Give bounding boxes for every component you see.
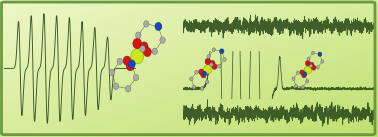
Circle shape [300,70,304,75]
Circle shape [212,64,217,69]
Circle shape [220,49,224,54]
Circle shape [292,77,295,80]
Circle shape [109,69,115,76]
Circle shape [155,22,162,31]
Circle shape [205,58,211,65]
Circle shape [311,65,316,70]
Circle shape [207,55,211,58]
Circle shape [152,48,157,55]
Circle shape [195,70,198,74]
Circle shape [126,62,134,71]
Circle shape [140,42,148,51]
Circle shape [129,60,135,68]
Circle shape [223,58,226,61]
Circle shape [133,74,139,81]
Circle shape [310,64,313,68]
Circle shape [133,38,142,49]
Circle shape [204,65,212,74]
Circle shape [202,71,207,76]
Circle shape [136,32,141,38]
Circle shape [140,46,145,52]
Circle shape [113,83,119,89]
Circle shape [201,72,206,78]
Circle shape [306,80,309,83]
Circle shape [303,72,306,76]
Circle shape [199,69,204,75]
Circle shape [310,62,314,67]
Circle shape [189,77,193,81]
Circle shape [203,72,206,76]
Circle shape [200,87,204,91]
Circle shape [316,66,319,69]
Circle shape [210,61,215,66]
Circle shape [304,66,311,74]
Circle shape [192,85,196,89]
Circle shape [220,49,223,53]
Circle shape [143,47,151,57]
Circle shape [205,80,209,84]
Circle shape [129,61,135,67]
Circle shape [305,60,310,66]
Circle shape [117,58,122,65]
Circle shape [307,57,310,60]
Circle shape [302,73,306,78]
Circle shape [321,60,324,63]
Circle shape [123,56,131,65]
Circle shape [212,48,215,52]
Circle shape [311,51,314,55]
Circle shape [218,64,221,68]
Circle shape [318,52,321,56]
Circle shape [131,49,144,64]
Circle shape [144,21,149,27]
Circle shape [318,52,322,56]
Circle shape [210,63,213,67]
Circle shape [156,23,161,30]
Circle shape [125,85,131,92]
Circle shape [160,37,165,43]
Circle shape [296,71,299,74]
Circle shape [303,72,307,76]
Circle shape [294,84,297,88]
Circle shape [301,85,304,89]
